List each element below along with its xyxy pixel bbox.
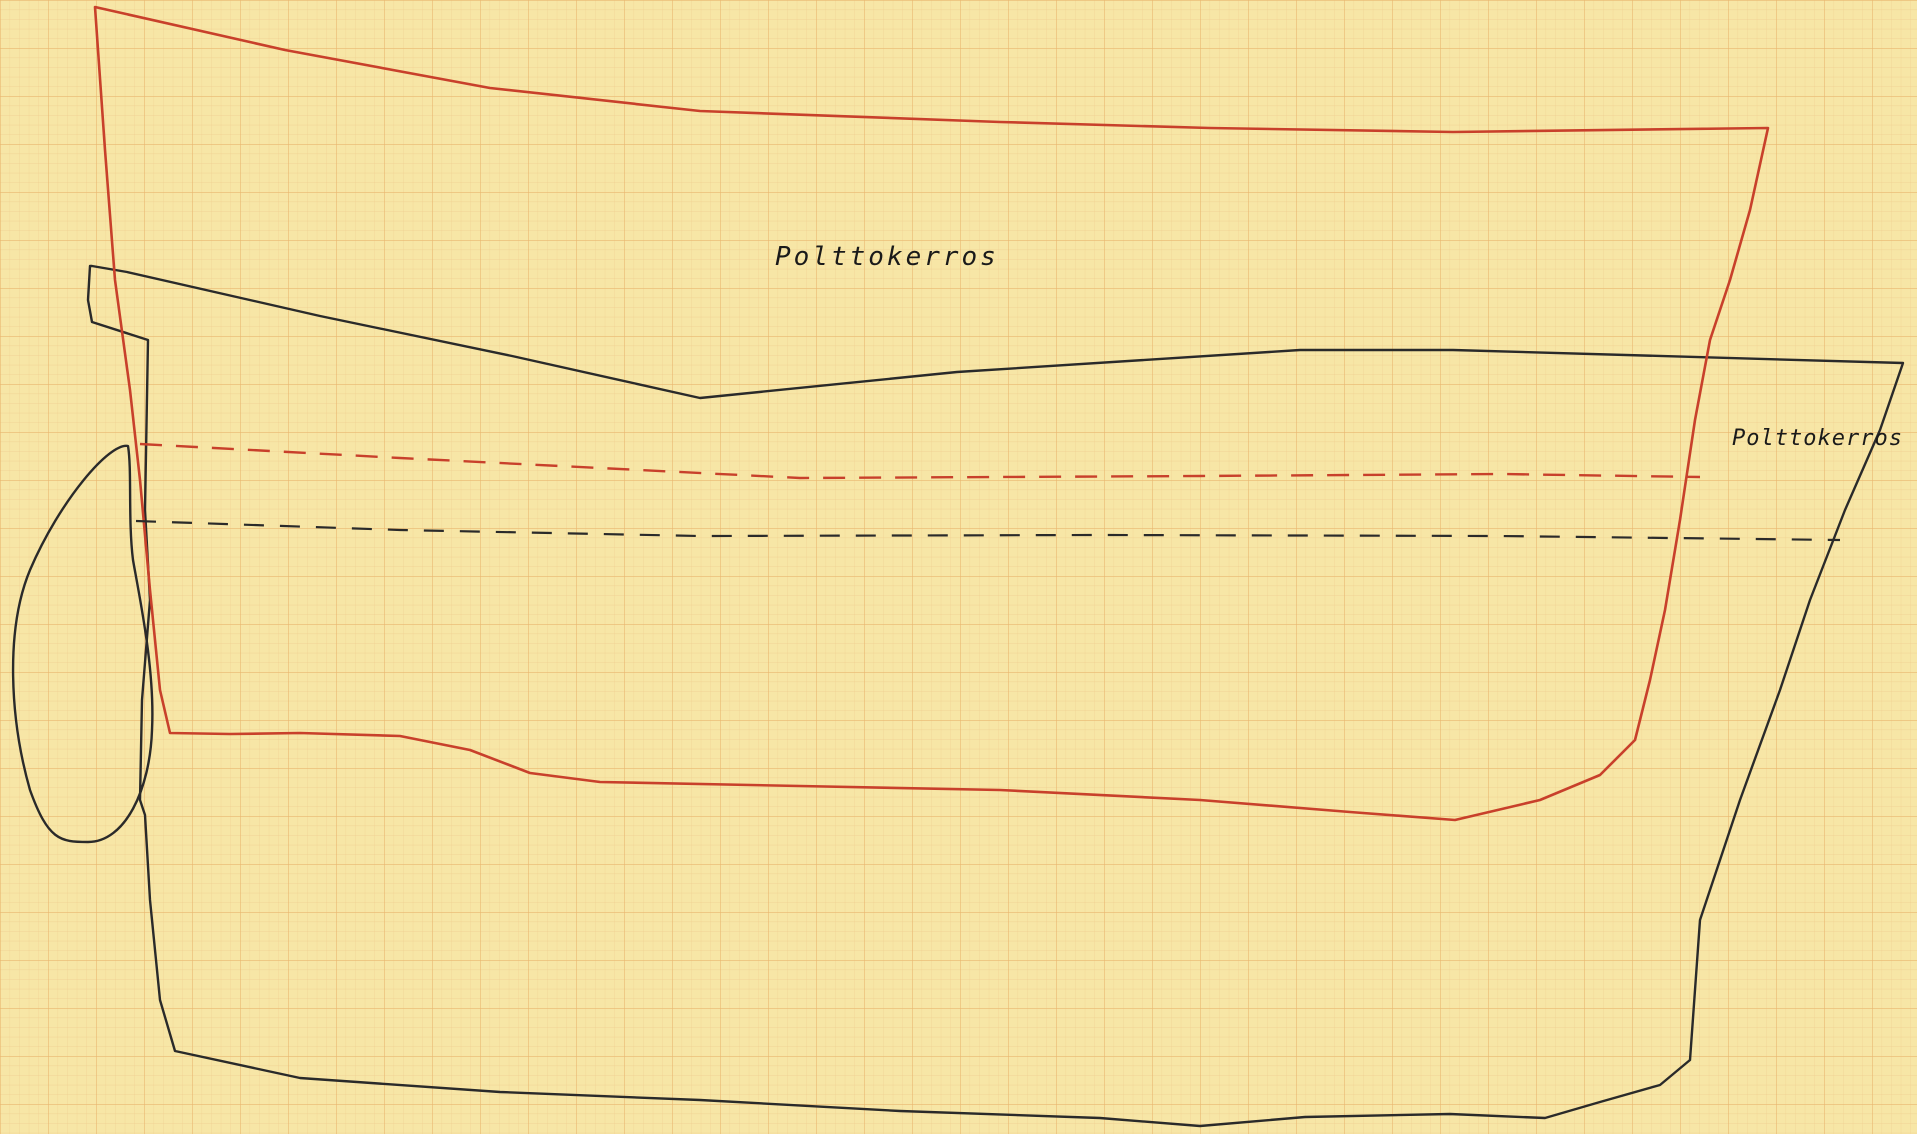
black-dashed-line bbox=[135, 519, 1841, 542]
lower-layer-outline bbox=[86, 264, 1905, 1128]
side-lobe-outline bbox=[11, 444, 154, 844]
upper-layer-outline bbox=[93, 5, 1770, 822]
upper-layer-label: Polttokerros bbox=[775, 242, 999, 272]
red-dashed-line bbox=[139, 442, 1701, 480]
lower-layer-label: Polttokerros bbox=[1732, 426, 1903, 451]
